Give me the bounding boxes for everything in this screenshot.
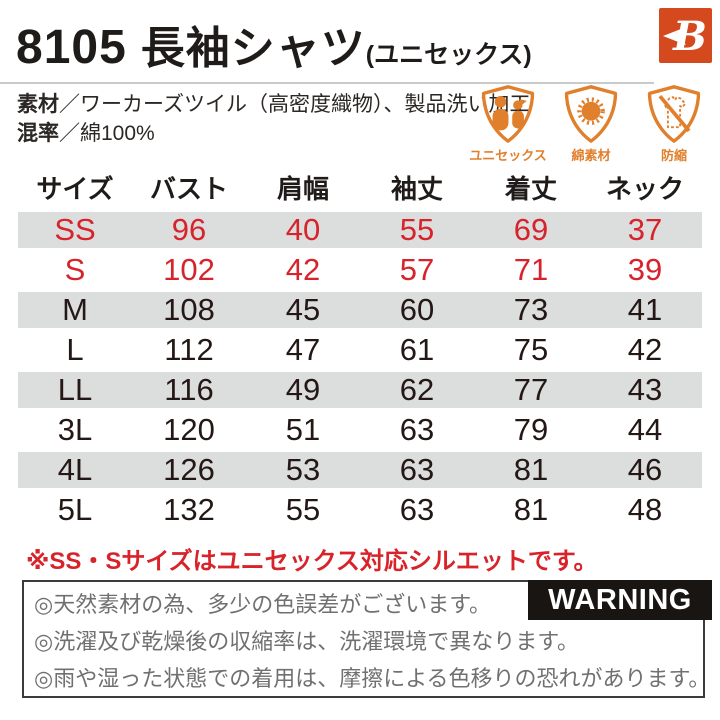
feature-label: ユニセックス (469, 148, 547, 163)
feature-label: 防縮 (660, 148, 687, 163)
measurement-cell: 126 (163, 452, 215, 487)
feature-cotton: 綿素材 (554, 84, 628, 164)
size-cell: 5L (57, 492, 93, 527)
brand-logo-icon: B (659, 8, 712, 63)
measurement-cell: 40 (285, 212, 321, 247)
measurement-cell: 71 (513, 252, 549, 287)
measurement-cell: 39 (627, 252, 663, 287)
size-table-row: S 102 42 57 71 39 (18, 250, 702, 290)
measurement-cell: 63 (399, 452, 435, 487)
blend-line: 混率／綿100% (17, 119, 530, 148)
size-table-row: 5L 132 55 63 81 48 (18, 490, 702, 530)
measurement-cell: 63 (399, 492, 435, 527)
shrink-proof-shield-icon (647, 85, 701, 143)
size-table-header-cell: バスト (149, 174, 228, 204)
size-table-row: 3L 120 51 63 79 44 (18, 410, 702, 450)
size-table-header-cell: 着丈 (504, 174, 557, 204)
page-title: 8105 長袖シャツ (ユニセックス) (16, 12, 532, 76)
measurement-cell: 42 (627, 332, 663, 367)
size-table-row: LL 116 49 62 77 43 (18, 370, 702, 410)
material-line: 素材／ワーカーズツイル（高密度織物）、製品洗い加工 (17, 90, 530, 119)
feature-label: 綿素材 (571, 148, 611, 163)
measurement-cell: 45 (285, 292, 321, 327)
measurement-cell: 51 (285, 412, 321, 447)
measurement-cell: 55 (285, 492, 321, 527)
blend-label: 混率 (17, 122, 59, 145)
warning-items: ◎天然素材の為、多少の色誤差がございます。 ◎洗濯及び乾燥後の収縮率は、洗濯環境で… (24, 582, 711, 697)
size-table-row: SS 96 40 55 69 37 (18, 210, 702, 250)
product-name-suffix: (ユニセックス) (365, 41, 532, 69)
size-table-header-cell: 袖丈 (390, 174, 443, 204)
measurement-cell: 79 (513, 412, 549, 447)
header-divider (0, 82, 654, 84)
measurement-cell: 116 (164, 372, 214, 407)
warning-badge: WARNING (528, 580, 712, 620)
measurement-cell: 44 (627, 412, 663, 447)
size-table-body: SS 96 40 55 69 37 S 102 42 57 71 39 M 108 45 60 73 41 L 112… (18, 210, 702, 530)
material-label: 素材 (17, 93, 59, 116)
measurement-cell: 102 (163, 252, 215, 287)
measurement-cell: 81 (513, 452, 549, 487)
measurement-cell: 53 (285, 452, 321, 487)
size-table-header-cell: ネック (605, 174, 684, 204)
warning-box: WARNING ◎天然素材の為、多少の色誤差がございます。 ◎洗濯及び乾燥後の収縮… (22, 580, 712, 698)
unisex-shield-icon (481, 85, 535, 143)
size-table-header-cell: 肩幅 (276, 174, 329, 204)
size-cell: 3L (57, 412, 93, 447)
size-cell: L (66, 332, 84, 367)
size-table-row: M 108 45 60 73 41 (18, 290, 702, 330)
measurement-cell: 120 (163, 412, 215, 447)
size-note: ※SS・Sサイズはユニセックス対応シルエットです。 (26, 548, 598, 575)
warning-item: ◎天然素材の為、多少の色誤差がございます。 (34, 592, 491, 617)
measurement-cell: 60 (399, 292, 435, 327)
blend-value: ／綿100% (59, 122, 155, 145)
measurement-cell: 37 (627, 212, 663, 247)
material-specs: 素材／ワーカーズツイル（高密度織物）、製品洗い加工 混率／綿100% (17, 90, 530, 148)
measurement-cell: 57 (399, 252, 435, 287)
size-cell: 4L (57, 452, 93, 487)
size-table: サイズ バスト 肩幅 袖丈 着丈 ネック SS 96 40 55 69 37 S 102 42 57 71 39… (18, 168, 702, 530)
feature-unisex: ユニセックス (469, 84, 547, 164)
measurement-cell: 75 (513, 332, 549, 367)
warning-item: ◎洗濯及び乾燥後の収縮率は、洗濯環境で異なります。 (34, 629, 579, 654)
measurement-cell: 108 (163, 292, 215, 327)
size-cell: LL (57, 372, 93, 407)
measurement-cell: 48 (627, 492, 663, 527)
measurement-cell: 81 (513, 492, 549, 527)
measurement-cell: 132 (163, 492, 215, 527)
measurement-cell: 69 (513, 212, 549, 247)
feature-icon-group: ユニセックス 綿素材 防縮 (469, 84, 711, 164)
material-value: ／ワーカーズツイル（高密度織物）、製品洗い加工 (59, 93, 531, 116)
measurement-cell: 77 (513, 372, 549, 407)
measurement-cell: 62 (399, 372, 435, 407)
measurement-cell: 73 (513, 292, 549, 327)
measurement-cell: 49 (285, 372, 321, 407)
feature-shrink-proof: 防縮 (637, 84, 711, 164)
warning-item: ◎雨や湿った状態での着用は、摩擦による色移りの恐れがあります。 (34, 666, 711, 691)
measurement-cell: 96 (171, 212, 207, 247)
measurement-cell: 61 (399, 332, 435, 367)
measurement-cell: 63 (399, 412, 435, 447)
size-table-header-cell: サイズ (36, 174, 114, 204)
measurement-cell: 112 (164, 332, 214, 367)
measurement-cell: 43 (627, 372, 663, 407)
measurement-cell: 46 (627, 452, 663, 487)
size-table-row: 4L 126 53 63 81 46 (18, 450, 702, 490)
size-cell: S (64, 252, 86, 287)
size-cell: SS (54, 212, 96, 247)
product-code: 8105 (16, 21, 127, 74)
size-table-header: サイズ バスト 肩幅 袖丈 着丈 ネック (18, 168, 702, 210)
brand-swoosh (663, 27, 686, 45)
product-name: 長袖シャツ (140, 24, 366, 73)
cotton-shield-icon (564, 85, 618, 143)
measurement-cell: 55 (399, 212, 435, 247)
size-table-row: L 112 47 61 75 42 (18, 330, 702, 370)
measurement-cell: 42 (285, 252, 321, 287)
size-cell: M (62, 292, 88, 327)
measurement-cell: 47 (285, 332, 321, 367)
measurement-cell: 41 (627, 292, 663, 327)
